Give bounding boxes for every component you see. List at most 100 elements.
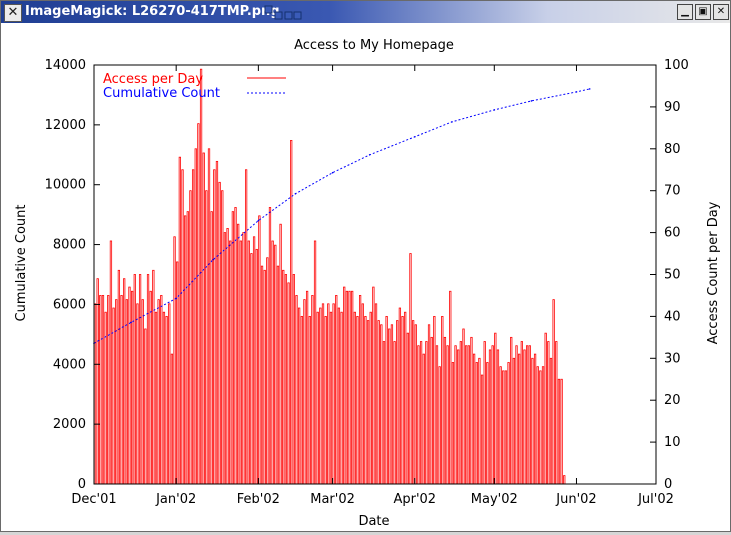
bar <box>457 349 460 485</box>
bar <box>526 345 529 485</box>
bar <box>99 295 102 485</box>
chart-area: Access to My Homepage Date Cumulative Co… <box>1 23 730 531</box>
bar <box>539 370 542 485</box>
bar <box>292 274 295 485</box>
bar <box>417 345 420 485</box>
bar <box>438 366 441 485</box>
cumulative-point <box>493 109 496 111</box>
cumulative-point <box>451 121 453 123</box>
bar <box>218 181 221 485</box>
bar <box>486 362 489 485</box>
left-tick-label: 14000 <box>45 58 86 73</box>
bar <box>319 307 322 485</box>
bar <box>380 324 383 485</box>
bar <box>353 311 356 485</box>
maximize-icon[interactable]: ▣ <box>695 4 711 20</box>
bar <box>229 240 232 485</box>
bar <box>494 332 497 485</box>
left-tick-label: 2000 <box>53 417 86 432</box>
bar <box>549 357 553 485</box>
cumulative-point <box>331 171 334 174</box>
bar <box>557 378 561 485</box>
bar <box>414 324 417 485</box>
bar <box>146 274 150 485</box>
bar <box>364 315 367 485</box>
bar <box>160 295 163 485</box>
bar <box>107 295 110 485</box>
bar <box>419 341 423 485</box>
bar <box>337 307 341 485</box>
bar <box>117 269 121 485</box>
bars-layer <box>93 68 566 485</box>
bar <box>120 295 123 485</box>
bar <box>382 341 386 485</box>
bar <box>523 349 526 485</box>
right-tick-label: 100 <box>664 58 689 73</box>
bar <box>480 374 484 485</box>
close-x-icon[interactable]: ✕ <box>4 4 22 22</box>
bar <box>528 345 531 485</box>
bar <box>425 341 428 485</box>
bar <box>266 257 269 485</box>
right-tick-label: 0 <box>664 477 672 492</box>
bar <box>393 341 396 485</box>
bar <box>115 299 118 485</box>
close-icon[interactable]: ✕ <box>713 4 729 20</box>
right-tick-label: 80 <box>664 142 681 157</box>
bar <box>112 307 115 485</box>
bar <box>496 349 500 485</box>
bar <box>507 362 510 485</box>
bar <box>533 353 537 485</box>
bar <box>176 261 179 485</box>
cumulative-point <box>294 192 297 195</box>
bar <box>207 148 211 485</box>
chart-svg: Access to My Homepage Date Cumulative Co… <box>14 38 721 529</box>
bar <box>184 215 187 485</box>
x-tick-label: Mar'02 <box>310 492 355 507</box>
bar <box>244 169 248 485</box>
bar <box>541 366 545 485</box>
legend-label-cumulative-count: Cumulative Count <box>103 86 220 101</box>
bar <box>258 215 261 485</box>
bar <box>263 269 266 485</box>
legend-label-access-per-day: Access per Day <box>103 72 203 87</box>
bar <box>446 345 449 485</box>
left-tick-label: 6000 <box>53 297 86 312</box>
bar <box>154 311 158 485</box>
bar <box>467 345 470 485</box>
title-bar[interactable]: ✕ ImageMagick: L26270-417TMP.png ▁ ▣ ✕ <box>1 1 730 23</box>
bar <box>547 341 550 485</box>
left-tick-label: 12000 <box>45 118 86 133</box>
bar <box>298 307 301 485</box>
bar <box>459 341 462 485</box>
bar <box>483 341 486 485</box>
bar <box>133 274 136 485</box>
bar <box>194 148 197 485</box>
bar <box>555 341 558 485</box>
bar <box>213 169 216 485</box>
x-tick-label: Jun'02 <box>555 492 596 507</box>
bar <box>351 290 354 485</box>
cumulative-point <box>588 88 591 90</box>
bar <box>488 349 492 485</box>
bar <box>303 299 306 485</box>
x-tick-label: May'02 <box>471 492 518 507</box>
minimize-icon[interactable]: ▁ <box>677 4 693 20</box>
chart-title: Access to My Homepage <box>294 38 454 53</box>
bar <box>518 353 521 485</box>
bar <box>252 236 256 485</box>
bar <box>327 303 330 485</box>
bar <box>189 190 192 485</box>
bar <box>409 253 412 485</box>
bar <box>470 336 473 485</box>
bar <box>316 311 319 485</box>
bar <box>152 269 155 485</box>
bar <box>221 190 224 485</box>
bar <box>144 328 147 485</box>
right-axis-label: Access Count per Day <box>706 201 721 344</box>
bar <box>406 332 409 485</box>
right-tick-label: 40 <box>664 309 681 324</box>
bar <box>284 274 288 485</box>
bar <box>305 290 309 485</box>
right-tick-label: 60 <box>664 226 681 241</box>
